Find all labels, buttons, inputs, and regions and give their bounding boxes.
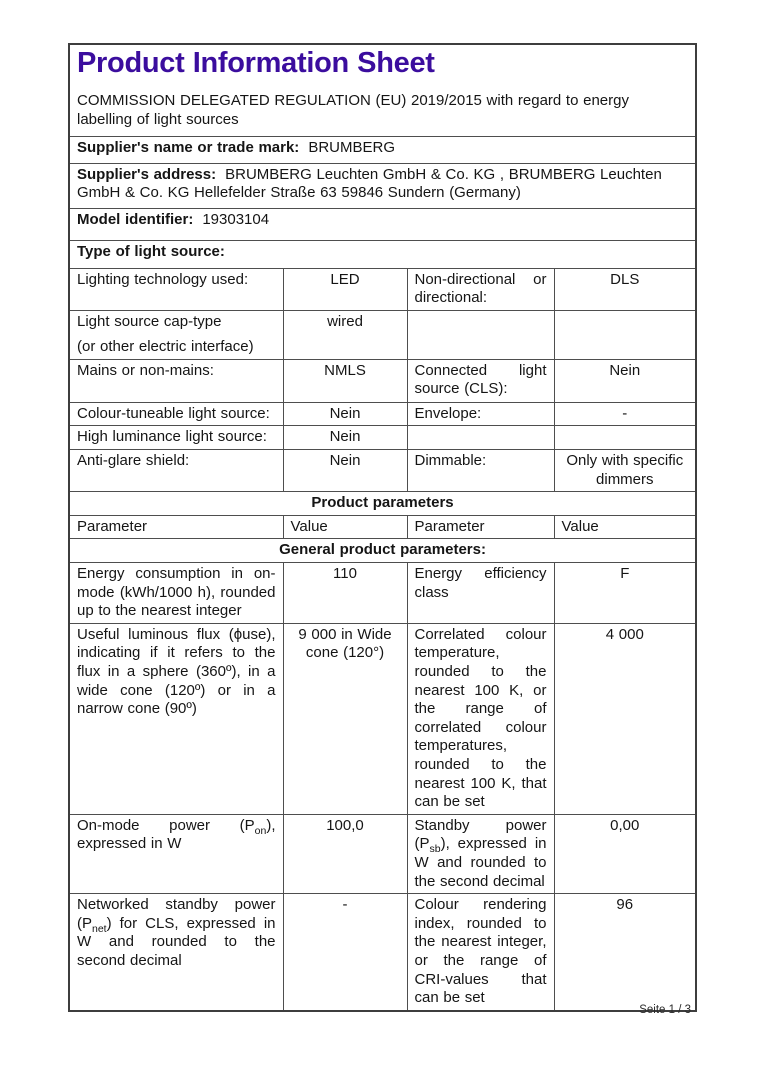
product-parameters-header: Product parameters xyxy=(68,491,697,516)
title-row: Product Information Sheet COMMISSION DEL… xyxy=(68,43,697,137)
supplier-name-label: Supplier's name or trade mark: xyxy=(77,138,300,156)
parameter-cell: Anti-glare shield: xyxy=(68,449,284,493)
parameter-cell: Dimmable: xyxy=(406,449,555,493)
parameter-cell xyxy=(406,425,555,451)
parameter-cell: On-mode power (Pon), expressed in W xyxy=(68,813,284,895)
supplier-address-value: BRUMBERG Leuchten GmbH & Co. KG , BRUMBE… xyxy=(77,165,662,202)
value-cell xyxy=(553,425,697,451)
value-cell: Only with specific dimmers xyxy=(553,449,697,493)
value-cell: - xyxy=(282,893,408,1012)
parameter-cell: Lighting technology used: xyxy=(68,267,284,311)
parameter-cell xyxy=(406,309,555,360)
parameter-cell: High luminance light source: xyxy=(68,425,284,451)
parameter-cell: Correlated colour temperature, rounded t… xyxy=(406,622,555,815)
product-parameters-row: Product parameters xyxy=(68,491,697,516)
value-cell: Nein xyxy=(553,358,697,403)
value-cell: NMLS xyxy=(282,358,408,403)
table-row: Useful luminous flux (ϕuse), indicating … xyxy=(68,622,697,815)
header-section: Product Information Sheet COMMISSION DEL… xyxy=(68,43,697,269)
parameter-cell: Colour-tuneable light source: xyxy=(68,401,284,427)
model-identifier-value: 19303104 xyxy=(202,210,270,228)
value-cell: - xyxy=(553,401,697,427)
value-cell: wired xyxy=(282,309,408,360)
model-identifier-label: Model identifier: xyxy=(77,210,194,228)
parameter-cell: Non-directional or directional: xyxy=(406,267,555,311)
table-row: Colour-tuneable light source: Nein Envelop… xyxy=(68,401,697,427)
supplier-name-value: BRUMBERG xyxy=(308,138,395,156)
supplier-address-label: Supplier's address: xyxy=(77,165,217,183)
type-header-row: Type of light source: xyxy=(68,239,697,269)
value-cell: Nein xyxy=(282,425,408,451)
parameter-cell: Energy efficiency class xyxy=(406,562,555,624)
table-row: High luminance light source: Nein xyxy=(68,425,697,451)
value-cell: LED xyxy=(282,267,408,311)
supplier-name-row: Supplier's name or trade mark: BRUMBERG xyxy=(68,135,697,164)
value-cell: 110 xyxy=(282,562,408,624)
title-cell: Product Information Sheet COMMISSION DEL… xyxy=(68,43,697,137)
parameter-cell: Envelope: xyxy=(406,401,555,427)
value-cell: F xyxy=(553,562,697,624)
regulation-text: COMMISSION DELEGATED REGULATION (EU) 201… xyxy=(77,92,629,128)
parameter-cell: Connected light source (CLS): xyxy=(406,358,555,403)
supplier-name-cell: Supplier's name or trade mark: BRUMBERG xyxy=(68,135,697,164)
table-row: Mains or non-mains: NMLS Connected light s… xyxy=(68,358,697,403)
page-title: Product Information Sheet xyxy=(77,47,435,79)
parameter-cell: Useful luminous flux (ϕuse), indicating … xyxy=(68,622,284,815)
parameters-header-section: Product parameters Parameter Value Param… xyxy=(68,491,697,564)
type-rows-section: Lighting technology used: LED Non-directio… xyxy=(68,267,697,493)
value-cell: 0,00 xyxy=(553,813,697,895)
product-info-table: Product Information Sheet COMMISSION DEL… xyxy=(68,43,698,1012)
type-of-light-source-header: Type of light source: xyxy=(68,239,697,269)
value-cell: 100,0 xyxy=(282,813,408,895)
table-row: On-mode power (Pon), expressed in W 100,0… xyxy=(68,813,697,895)
general-product-parameters-header: General product parameters: xyxy=(68,538,697,564)
value-cell: 4 000 xyxy=(553,622,697,815)
value-cell xyxy=(553,309,697,360)
general-rows-section: Energy consumption in on-mode (kWh/1000 … xyxy=(68,562,697,1012)
parameter-cell: Light source cap-type (or other electric … xyxy=(68,309,284,360)
value-cell: Nein xyxy=(282,449,408,493)
parameter-cell: Mains or non-mains: xyxy=(68,358,284,403)
parameter-cell: Networked standby power (Pnet) for CLS, … xyxy=(68,893,284,1012)
column-header-value-2: Value xyxy=(553,514,697,540)
supplier-address-row: Supplier's address: BRUMBERG Leuchten Gmb… xyxy=(68,162,697,209)
column-header-parameter-1: Parameter xyxy=(68,514,284,540)
column-header-row: Parameter Value Parameter Value xyxy=(68,514,697,540)
table-row: Networked standby power (Pnet) for CLS, … xyxy=(68,893,697,1012)
value-cell: 96 xyxy=(553,893,697,1012)
parameter-cell: Standby power (Psb), expressed in W and … xyxy=(406,813,555,895)
table-row: Lighting technology used: LED Non-directio… xyxy=(68,267,697,311)
general-parameters-row: General product parameters: xyxy=(68,538,697,564)
value-cell: DLS xyxy=(553,267,697,311)
parameter-cell: Colour rendering index, rounded to the n… xyxy=(406,893,555,1012)
table-row: Anti-glare shield: Nein Dimmable: Only with… xyxy=(68,449,697,493)
supplier-address-cell: Supplier's address: BRUMBERG Leuchten Gmb… xyxy=(68,162,697,209)
column-header-value-1: Value xyxy=(282,514,408,540)
page-number: Seite 1 / 3 xyxy=(639,1004,691,1016)
table-row: Energy consumption in on-mode (kWh/1000 … xyxy=(68,562,697,624)
value-cell: 9 000 in Wide cone (120°) xyxy=(282,622,408,815)
model-identifier-cell: Model identifier: 19303104 xyxy=(68,207,697,241)
value-cell: Nein xyxy=(282,401,408,427)
model-identifier-row: Model identifier: 19303104 xyxy=(68,207,697,241)
table-row: Light source cap-type (or other electric … xyxy=(68,309,697,360)
column-header-parameter-2: Parameter xyxy=(406,514,555,540)
parameter-cell: Energy consumption in on-mode (kWh/1000 … xyxy=(68,562,284,624)
